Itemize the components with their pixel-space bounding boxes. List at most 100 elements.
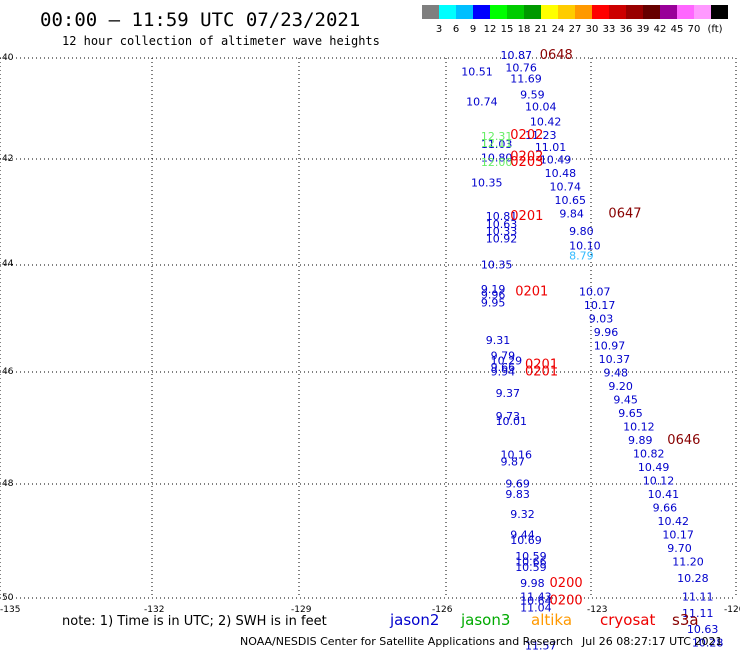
wave-height-point: 10.65 [554, 194, 586, 207]
wave-height-point: 10.59 [515, 550, 547, 563]
wave-height-point: 10.12 [643, 475, 675, 488]
footer-note: note: 1) Time is in UTC; 2) SWH is in fe… [62, 614, 327, 629]
wave-height-point: 9.83 [505, 488, 530, 501]
wave-height-point: 10.10 [569, 240, 601, 253]
color-swatch [558, 5, 575, 19]
color-scale-label: 21 [535, 24, 548, 35]
wave-height-point: 9.69 [505, 477, 530, 490]
wave-height-point: 10.42 [657, 515, 689, 528]
wave-height-point: 10.28 [677, 572, 709, 585]
color-scale-label: 36 [620, 24, 633, 35]
wave-height-point: 9.31 [486, 334, 511, 347]
wave-height-point: 10.42 [530, 116, 562, 129]
wave-height-point: 9.79 [491, 349, 515, 362]
wave-height-point: 11.11 [682, 607, 714, 620]
pass-time-label: 0647 [608, 206, 641, 221]
color-swatch [524, 5, 541, 19]
pass-time-label: 0202 [510, 150, 543, 165]
wave-height-point: 10.97 [594, 340, 626, 353]
wave-height-point: 11.01 [535, 141, 567, 154]
axis-tick-labels: 40 42 44 46 48 50 -135 -132 -129 -126 -123 -120 [0, 53, 740, 615]
wave-height-point: 9.03 [589, 313, 614, 326]
pass-time-labels: 0648020202020203064702010201020102010646… [510, 48, 700, 608]
x-tick-label: -135 [0, 605, 20, 615]
color-swatch [643, 5, 660, 19]
wave-height-point: 10.80 [481, 152, 513, 165]
wave-height-point: 10.64 [520, 594, 552, 607]
color-swatch [609, 5, 626, 19]
color-swatch [439, 5, 456, 19]
wave-height-point: 10.74 [550, 180, 582, 193]
y-tick-label: 42 [2, 154, 13, 164]
wave-height-point: 9.80 [569, 225, 594, 238]
y-tick-label: 48 [2, 479, 14, 489]
satellite-legend: jason2 jason3 altika cryosat s3a [389, 611, 699, 629]
color-scale-label: 3 [436, 24, 442, 35]
wave-height-point: 10.35 [481, 259, 513, 272]
wave-height-point: 10.66 [515, 556, 547, 569]
wave-height-point: 10.41 [648, 488, 680, 501]
color-swatch [677, 5, 694, 19]
wave-height-point: 10.17 [584, 299, 616, 312]
wave-height-point: 10.37 [599, 353, 631, 366]
wave-height-point: 10.33 [486, 225, 518, 238]
wave-height-point: 10.81 [486, 210, 518, 223]
pass-time-label: 0201 [510, 209, 543, 224]
wave-height-point: 10.49 [638, 461, 670, 474]
color-swatch [660, 5, 677, 19]
legend-altika: altika [531, 611, 572, 629]
wave-height-point: 9.37 [496, 387, 521, 400]
wave-height-point: 10.01 [496, 415, 528, 428]
color-scale-label: 27 [569, 24, 582, 35]
grid-lines [0, 57, 737, 599]
pass-time-label: 0203 [510, 155, 543, 170]
legend-jason3: jason3 [460, 611, 510, 629]
color-scale-label: 24 [552, 24, 565, 35]
wave-height-point: 11.43 [520, 591, 552, 604]
color-scale-label: 9 [470, 24, 476, 35]
wave-height-point: 10.16 [500, 449, 531, 462]
wave-height-point: 10.04 [525, 100, 557, 113]
y-tick-label: 46 [2, 367, 14, 377]
wave-height-point: 9.20 [608, 380, 633, 393]
pass-time-label: 0202 [510, 128, 543, 143]
wave-height-point: 10.76 [505, 62, 537, 75]
color-scale-label: 12 [484, 24, 497, 35]
wave-height-point: 10.12 [623, 421, 655, 434]
wave-height-point: 9.66 [491, 361, 515, 374]
wave-height-point: 12.31 [481, 130, 513, 143]
wave-height-point: 10.07 [579, 286, 611, 299]
color-scale-label: (ft) [707, 24, 722, 35]
pass-time-label: 0201 [525, 365, 558, 380]
legend-cryosat: cryosat [600, 611, 655, 629]
pass-time-label: 0201 [525, 358, 558, 373]
pass-time-label: 0201 [515, 285, 548, 300]
wave-height-point: 10.82 [633, 448, 665, 461]
wave-height-point: 8.79 [569, 249, 594, 262]
wave-height-point: 9.89 [628, 434, 653, 447]
y-tick-label: 50 [2, 593, 14, 603]
wave-height-point: 10.48 [545, 167, 577, 180]
color-scale-label: 15 [501, 24, 514, 35]
wave-height-point: 9.65 [618, 407, 643, 420]
color-swatch [473, 5, 490, 19]
color-swatch [490, 5, 507, 19]
chart-title: 00:00 – 11:59 UTC 07/23/2021 [40, 9, 360, 31]
wave-height-point: 10.74 [466, 96, 498, 109]
wave-height-point: 9.94 [491, 366, 515, 379]
color-scale-label: 70 [688, 24, 701, 35]
color-swatch [507, 5, 524, 19]
wave-height-point: 9.70 [667, 542, 692, 555]
x-tick-label: -126 [432, 605, 453, 615]
wave-height-point: 9.32 [510, 508, 535, 521]
wave-height-point: 9.87 [500, 456, 524, 469]
color-swatch [541, 5, 558, 19]
color-swatch [711, 5, 728, 19]
wave-height-point: 9.98 [520, 577, 545, 590]
wave-height-point: 9.66 [653, 502, 678, 515]
wave-height-point: 11.11 [682, 591, 714, 604]
wave-height-point: 10.59 [515, 561, 547, 574]
wave-height-point: 9.59 [520, 89, 545, 102]
wave-height-point: 11.20 [672, 556, 704, 569]
